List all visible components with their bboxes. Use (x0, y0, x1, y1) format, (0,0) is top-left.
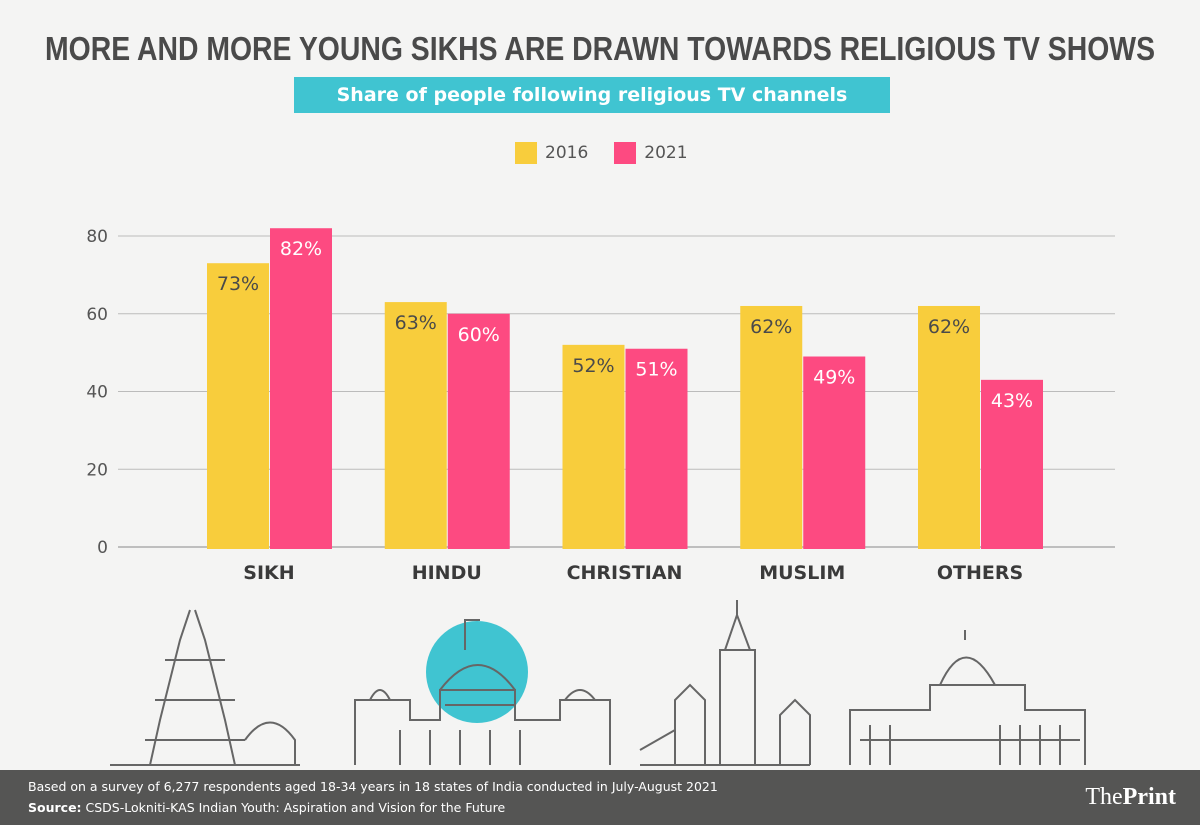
x-tick-label: SIKH (243, 562, 294, 584)
data-label: 49% (813, 367, 855, 389)
legend-swatch-2016 (515, 142, 537, 164)
legend-label: 2021 (644, 143, 688, 163)
theprint-logo: ThePrint (1085, 784, 1176, 810)
survey-note: Based on a survey of 6,277 respondents a… (28, 779, 718, 794)
source-label: Source: (28, 800, 82, 815)
chart-subtitle: Share of people following religious TV c… (294, 77, 890, 113)
x-tick-label: CHRISTIAN (567, 562, 683, 584)
source-line: Source: CSDS-Lokniti-KAS Indian Youth: A… (28, 800, 505, 815)
data-label: 82% (280, 238, 322, 260)
monument-illustrations (110, 600, 1086, 766)
legend: 2016 2021 (515, 142, 688, 164)
data-label: 62% (750, 316, 792, 338)
bar-2021-sikh (270, 228, 332, 549)
bar-2021-others (981, 379, 1043, 549)
bar-2016-hindu (384, 302, 447, 549)
y-tick-label: 40 (86, 383, 108, 403)
data-label: 52% (572, 355, 614, 377)
source-text: CSDS-Lokniti-KAS Indian Youth: Aspiratio… (81, 800, 506, 815)
y-tick-label: 60 (86, 305, 108, 325)
y-tick-label: 20 (86, 460, 108, 480)
data-label: 43% (991, 390, 1033, 412)
y-tick-label: 0 (97, 538, 108, 558)
bar-2021-hindu (447, 313, 510, 549)
bar-2016-muslim (740, 305, 803, 549)
data-label: 73% (217, 273, 259, 295)
data-label: 63% (395, 312, 437, 334)
bar-2016-others (918, 305, 980, 549)
bar-2021-christian (625, 348, 688, 549)
x-tick-label: MUSLIM (759, 562, 845, 584)
y-tick-label: 80 (86, 227, 108, 247)
bar-2016-christian (562, 344, 625, 549)
bar-2016-sikh (207, 263, 269, 549)
legend-item-2021: 2021 (614, 142, 688, 164)
footer: Based on a survey of 6,277 respondents a… (0, 770, 1200, 825)
bar-chart: 0 20 40 60 80 73% 82% SIKH 63% 60% HINDU 52% 51% CHRI… (86, 227, 1115, 766)
data-label: 51% (635, 359, 677, 381)
legend-item-2016: 2016 (515, 142, 588, 164)
legend-label: 2016 (545, 143, 589, 163)
data-label: 62% (928, 316, 970, 338)
x-tick-label: HINDU (412, 562, 482, 584)
data-label: 60% (458, 324, 500, 346)
chart-title: MORE AND MORE YOUNG SIKHS ARE DRAWN TOWA… (44, 30, 1156, 67)
x-tick-label: OTHERS (937, 562, 1023, 584)
legend-swatch-2021 (614, 142, 637, 164)
bar-2021-muslim (803, 356, 866, 549)
